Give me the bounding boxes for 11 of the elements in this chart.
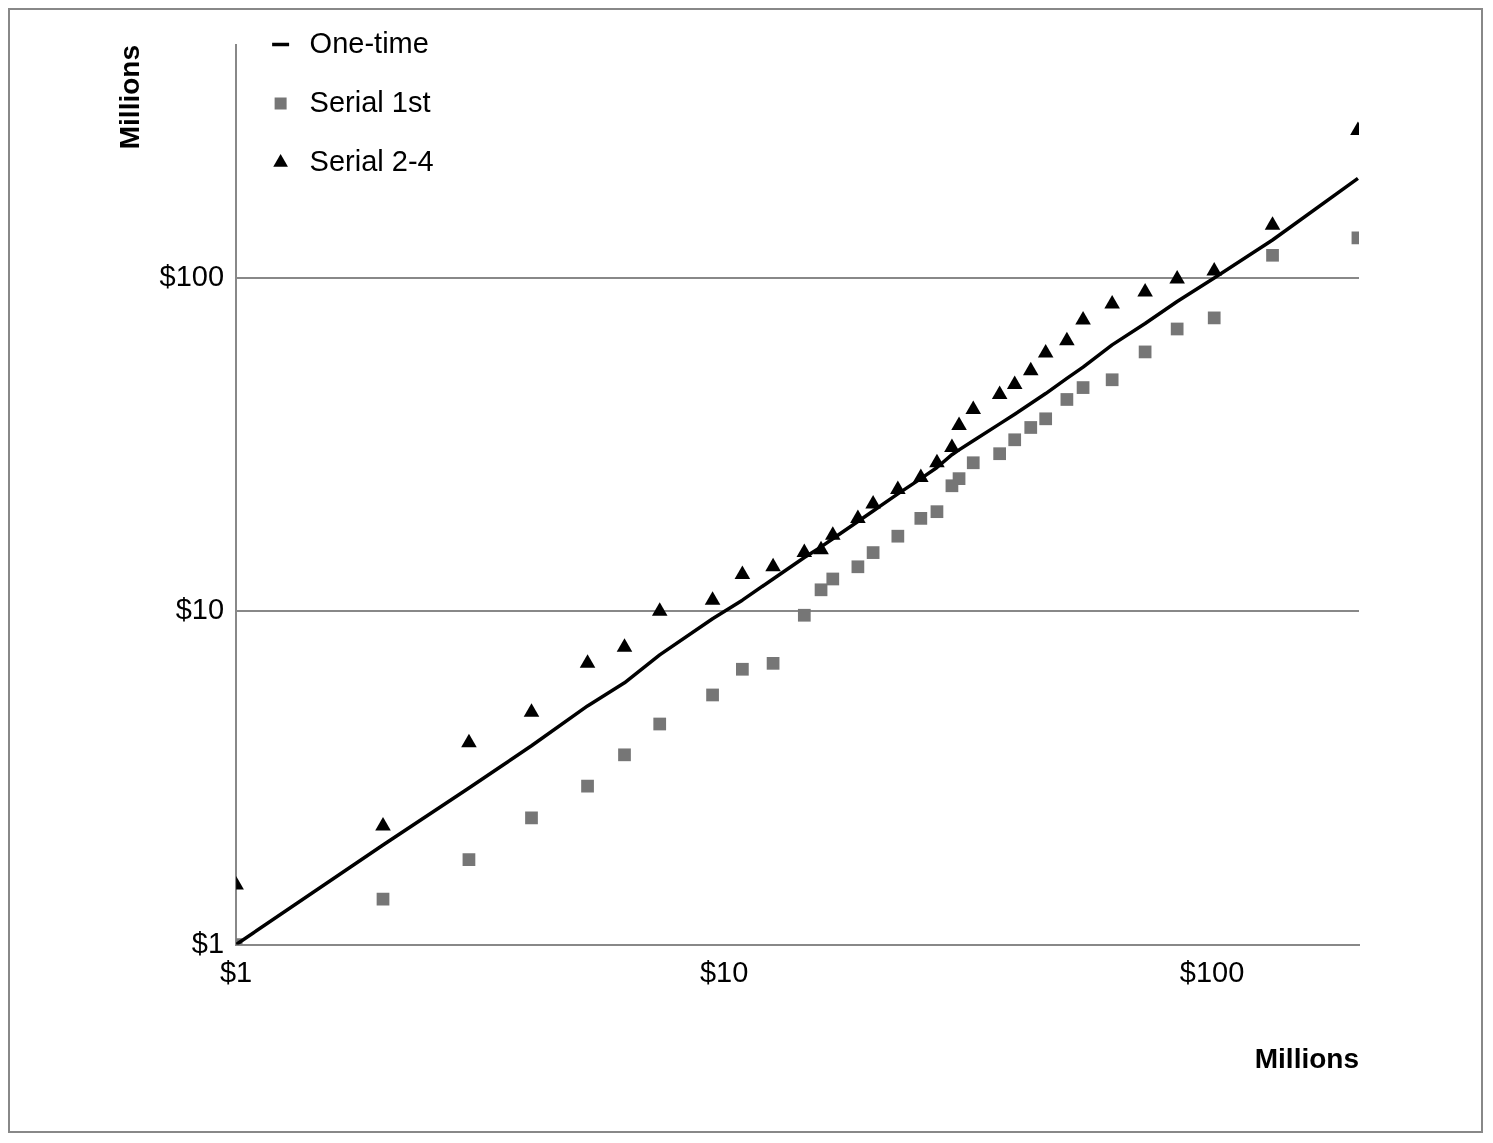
y-tick-label: $10: [175, 593, 225, 626]
y-tick-label: $100: [159, 259, 225, 292]
x-axis-title: Millions: [1254, 1042, 1359, 1074]
x-tick-label: $1: [219, 956, 253, 988]
legend-label: Serial 1st: [309, 85, 431, 118]
y-axis-title: Millions: [113, 45, 145, 150]
y-tick-label: $1: [191, 926, 225, 959]
legend-label: Serial 2-4: [309, 144, 434, 177]
x-tick-label: $100: [1179, 956, 1245, 988]
legend-label: One-time: [309, 26, 429, 59]
x-tick-label: $10: [699, 956, 749, 988]
